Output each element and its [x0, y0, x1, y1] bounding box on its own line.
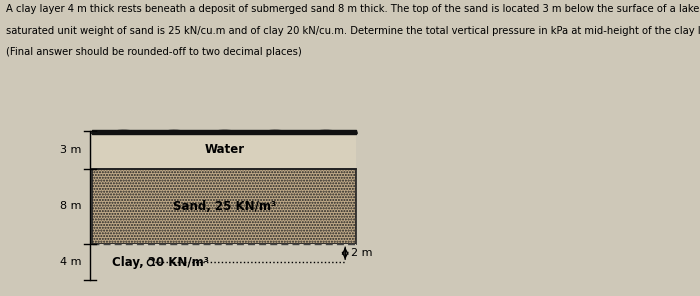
Bar — [92, 131, 356, 169]
Bar — [92, 169, 356, 244]
Bar — [92, 244, 356, 280]
Text: Sand, 25 KN/m³: Sand, 25 KN/m³ — [173, 200, 276, 213]
Text: (Final answer should be rounded-off to two decimal places): (Final answer should be rounded-off to t… — [6, 47, 302, 57]
Text: 3 m: 3 m — [60, 145, 82, 155]
Text: A clay layer 4 m thick rests beneath a deposit of submerged sand 8 m thick. The : A clay layer 4 m thick rests beneath a d… — [6, 4, 700, 15]
Text: 4 m: 4 m — [60, 257, 82, 267]
Text: 8 m: 8 m — [60, 202, 82, 211]
Text: Clay, 20 KN/m³: Clay, 20 KN/m³ — [112, 256, 209, 269]
Text: saturated unit weight of sand is 25 kN/cu.m and of clay 20 kN/cu.m. Determine th: saturated unit weight of sand is 25 kN/c… — [6, 26, 700, 36]
Text: 2 m: 2 m — [351, 248, 372, 258]
Text: Water: Water — [204, 143, 244, 156]
